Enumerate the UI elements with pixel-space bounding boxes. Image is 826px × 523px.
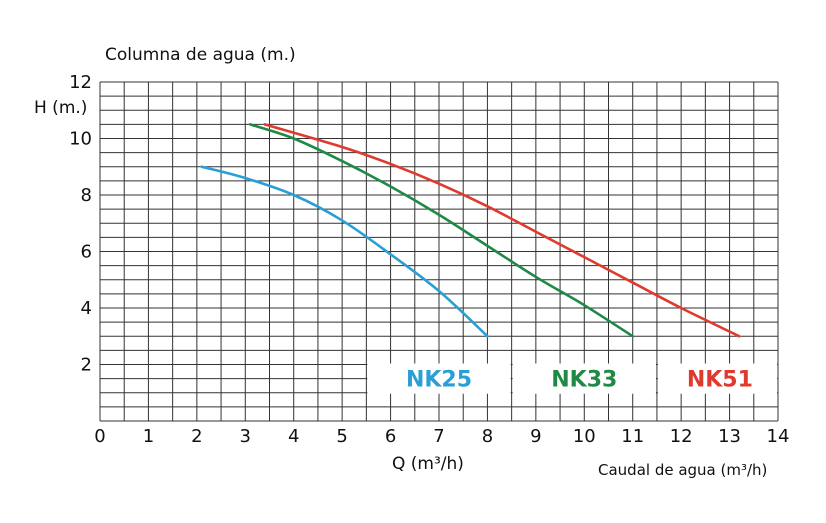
y-tick-labels: 2 4 6 8 10 12 <box>69 72 92 376</box>
series-label-nk33: NK33 <box>551 368 617 393</box>
x-tick-label: 1 <box>143 426 154 447</box>
series-label-band <box>657 363 777 394</box>
x-tick-label: 2 <box>191 426 202 447</box>
series-label-band <box>512 363 656 394</box>
x-tick-label: 6 <box>385 426 396 447</box>
x-tick-label: 13 <box>718 426 741 447</box>
curve-nk33 <box>248 123 635 338</box>
x-tick-label: 3 <box>240 426 251 447</box>
x-tick-label: 4 <box>288 426 299 447</box>
x-tick-label: 9 <box>530 426 541 447</box>
label-bands <box>367 363 777 394</box>
y-tick-label: 4 <box>81 298 92 319</box>
x-tick-label: 11 <box>621 426 644 447</box>
x-tick-labels: 0 1 2 3 4 5 6 7 8 9 10 11 12 13 14 <box>94 426 789 447</box>
y-tick-label: 10 <box>69 129 92 150</box>
x-axis-label: Q (m³/h) <box>392 454 464 474</box>
x-tick-label: 5 <box>336 426 347 447</box>
x-tick-label: 7 <box>433 426 444 447</box>
y-axis-label: H (m.) <box>34 98 87 118</box>
series-label-band <box>367 363 511 394</box>
y-tick-label: 12 <box>69 72 92 93</box>
x-tick-label: 12 <box>670 426 693 447</box>
series-label-nk25: NK25 <box>406 368 472 393</box>
x-tick-label: 10 <box>573 426 596 447</box>
y-tick-label: 8 <box>81 185 92 206</box>
chart-top-title: Columna de agua (m.) <box>105 45 296 65</box>
series-label-nk51: NK51 <box>687 368 753 393</box>
x-axis-caption: Caudal de agua (m³/h) <box>598 461 767 479</box>
x-tick-label: 0 <box>94 426 105 447</box>
y-tick-label: 2 <box>81 355 92 376</box>
x-tick-label: 14 <box>767 426 790 447</box>
curve-nk51 <box>263 123 741 338</box>
series-labels: NK25 NK33 NK51 <box>406 368 753 393</box>
x-tick-label: 8 <box>482 426 493 447</box>
curve-nk25 <box>200 165 489 338</box>
y-tick-label: 6 <box>81 242 92 263</box>
curves <box>200 123 741 338</box>
